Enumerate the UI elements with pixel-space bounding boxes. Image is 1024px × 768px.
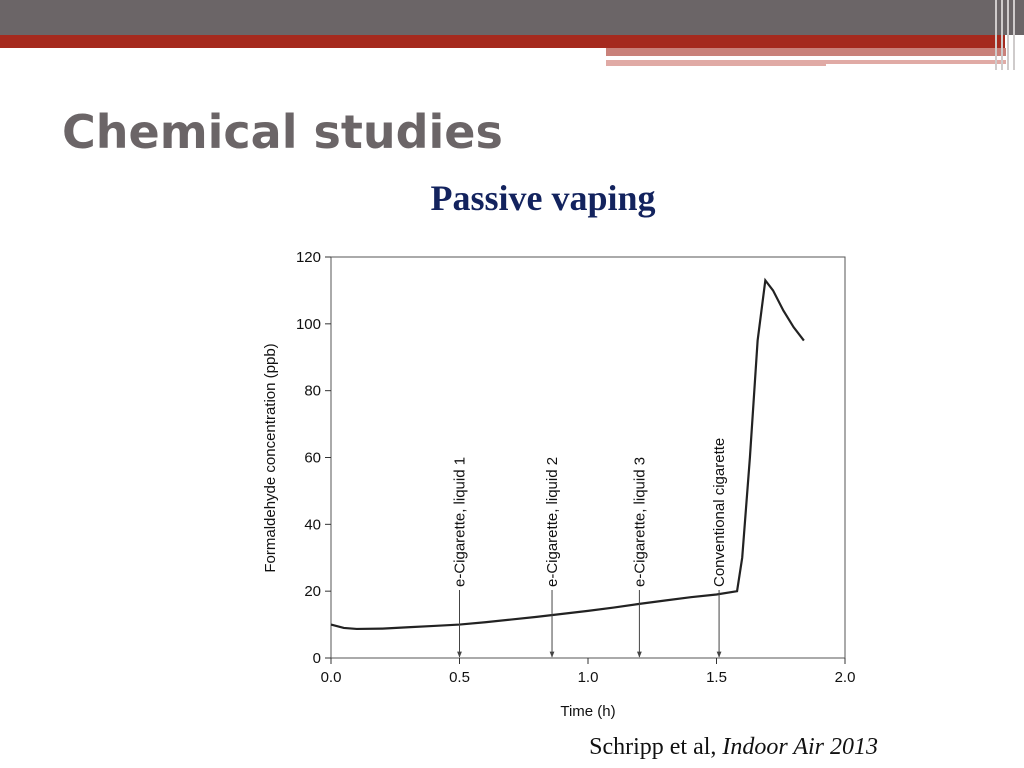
- annotation-label: Conventional cigarette: [711, 438, 728, 587]
- x-tick-label: 0.0: [321, 669, 342, 686]
- slide-subtitle: Passive vaping: [430, 178, 655, 218]
- x-tick-label: 2.0: [835, 669, 856, 686]
- citation-journal: Indoor Air 2013: [721, 734, 878, 760]
- y-tick-label: 20: [304, 583, 321, 600]
- header-stripe: [606, 48, 1006, 56]
- y-axis-label: Formaldehyde concentration (ppb): [262, 343, 279, 572]
- annotation-label: e-Cigarette, liquid 1: [452, 457, 469, 587]
- x-axis-label: Time (h): [560, 703, 615, 720]
- header-lines: [995, 0, 1015, 70]
- slide-title: Chemical studies: [62, 105, 503, 159]
- x-tick-label: 1.0: [578, 669, 599, 686]
- y-tick-label: 80: [304, 383, 321, 400]
- y-tick-label: 40: [304, 516, 321, 533]
- y-tick-label: 0: [313, 650, 321, 667]
- x-tick-label: 0.5: [449, 669, 470, 686]
- y-tick-label: 120: [296, 249, 321, 266]
- citation: Schripp et al, Indoor Air 2013: [589, 734, 878, 760]
- data-line: [330, 277, 805, 631]
- header-bar: [0, 0, 1024, 35]
- x-tick-label: 1.5: [706, 669, 727, 686]
- plot-frame: [330, 256, 846, 659]
- y-tick-label: 100: [296, 316, 321, 333]
- annotation-label: e-Cigarette, liquid 2: [544, 457, 561, 587]
- citation-author: Schripp et al,: [589, 734, 716, 760]
- y-tick-label: 60: [304, 450, 321, 467]
- header-stripe: [606, 60, 826, 66]
- header-stripe: [0, 35, 1005, 48]
- annotation-label: e-Cigarette, liquid 3: [631, 457, 648, 587]
- header-stripe: [826, 60, 1006, 64]
